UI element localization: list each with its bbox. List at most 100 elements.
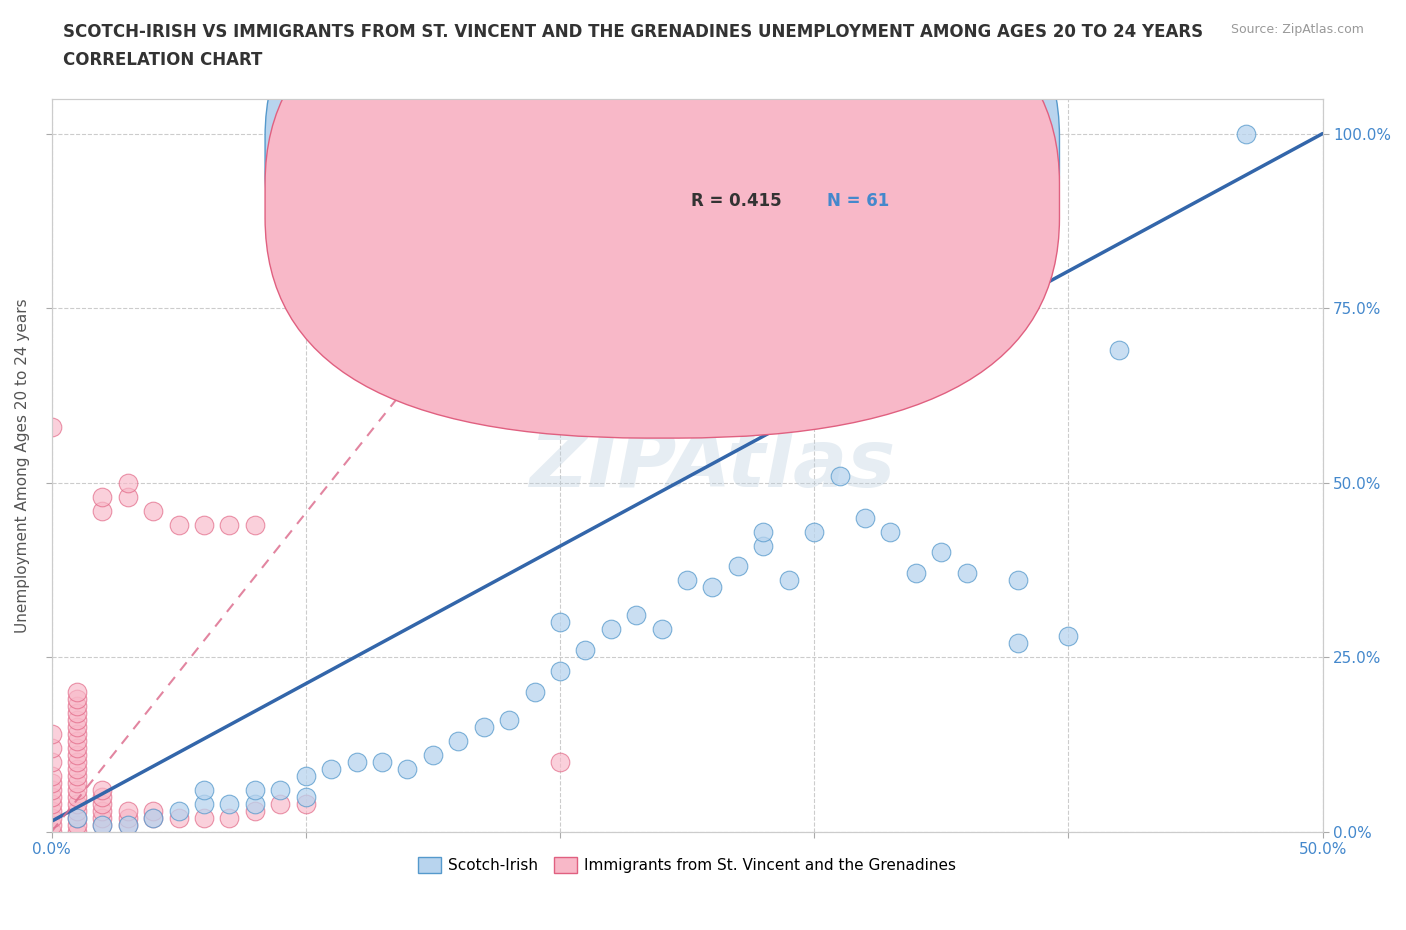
Point [548,664,571,679]
Point [294,796,316,811]
Point [91,790,114,804]
Point [66,810,89,825]
Point [41,768,63,783]
Point [294,790,316,804]
Text: N = 46: N = 46 [827,145,889,164]
Point [904,566,927,581]
Point [142,804,165,818]
Point [1007,573,1029,588]
Point [91,817,114,832]
Point [218,517,240,532]
Point [66,684,89,699]
Point [91,810,114,825]
Point [91,782,114,797]
Point [828,468,851,483]
Point [853,511,876,525]
Point [66,804,89,818]
Text: SCOTCH-IRISH VS IMMIGRANTS FROM ST. VINCENT AND THE GRENADINES UNEMPLOYMENT AMON: SCOTCH-IRISH VS IMMIGRANTS FROM ST. VINC… [63,23,1204,41]
Point [243,782,266,797]
Point [142,503,165,518]
Point [66,790,89,804]
Point [142,810,165,825]
Point [41,810,63,825]
Point [66,768,89,783]
Point [472,720,495,735]
Point [218,810,240,825]
Point [193,517,215,532]
Point [91,817,114,832]
Point [41,817,63,832]
Point [41,419,63,434]
Point [243,804,266,818]
Point [167,517,190,532]
Point [41,726,63,741]
Point [447,734,470,749]
Point [243,796,266,811]
Point [193,810,215,825]
Point [66,698,89,713]
FancyBboxPatch shape [605,121,986,234]
Point [1192,176,1215,191]
Point [66,748,89,763]
Point [956,566,979,581]
Point [91,804,114,818]
Point [66,817,89,832]
Text: CORRELATION CHART: CORRELATION CHART [63,51,263,69]
Point [294,768,316,783]
Point [41,754,63,769]
Point [91,796,114,811]
Point [624,608,647,623]
Point [41,782,63,797]
Point [803,525,825,539]
Text: Source: ZipAtlas.com: Source: ZipAtlas.com [1230,23,1364,36]
Point [498,712,520,727]
Point [66,734,89,749]
Point [66,706,89,721]
Point [396,762,419,777]
Point [66,776,89,790]
Point [752,538,775,553]
Point [269,782,291,797]
Point [1108,342,1130,357]
Point [167,810,190,825]
Point [346,754,368,769]
Point [41,824,63,839]
Text: R = 0.415: R = 0.415 [690,192,782,209]
Point [321,762,343,777]
Point [1057,629,1080,644]
Point [66,726,89,741]
Point [66,762,89,777]
Point [167,804,190,818]
Point [193,782,215,797]
Point [371,754,394,769]
Point [676,573,699,588]
Point [218,796,240,811]
Point [574,643,596,658]
Text: ZIPAtlas: ZIPAtlas [529,426,896,504]
Point [727,559,749,574]
Point [117,489,139,504]
Point [66,782,89,797]
Point [142,810,165,825]
Point [66,796,89,811]
Point [117,475,139,490]
Point [599,622,621,637]
Point [41,796,63,811]
Point [548,754,571,769]
Point [91,489,114,504]
Point [41,740,63,755]
Point [702,580,724,595]
FancyBboxPatch shape [266,0,1060,392]
Legend: Scotch-Irish, Immigrants from St. Vincent and the Grenadines: Scotch-Irish, Immigrants from St. Vincen… [412,851,962,879]
Point [66,740,89,755]
Point [193,796,215,811]
FancyBboxPatch shape [266,0,1060,438]
Point [1234,126,1257,141]
Point [41,804,63,818]
Point [269,796,291,811]
Point [66,824,89,839]
Point [66,712,89,727]
Point [929,545,952,560]
Point [117,804,139,818]
Point [243,517,266,532]
